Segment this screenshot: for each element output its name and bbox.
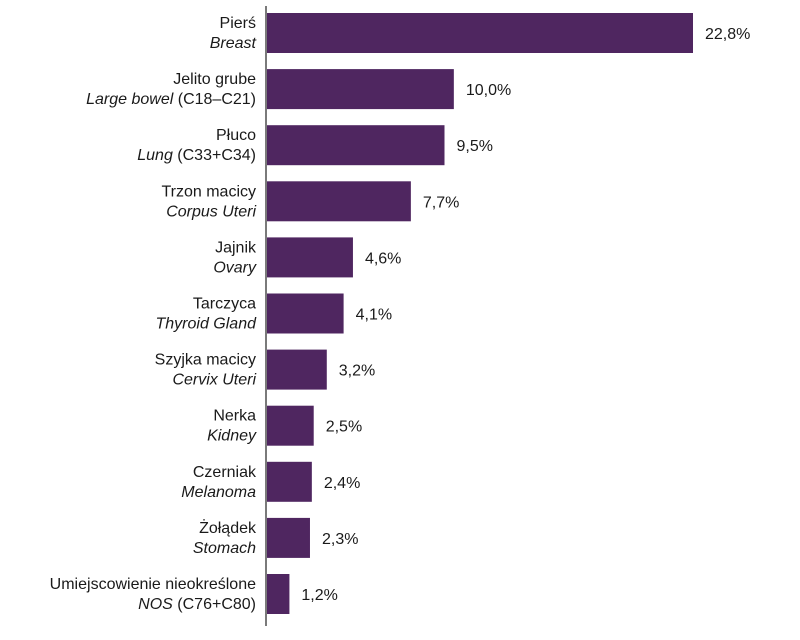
bar [267,13,693,53]
category-label-polish: Jajnik [215,239,257,256]
bar [267,181,411,222]
bar [267,461,312,502]
icd-code: (C18–C21) [173,91,256,108]
bar-value-label: 2,5% [326,419,362,436]
category-label-english: Kidney [207,428,257,445]
category-name-english: Lung [137,147,173,164]
category-name-english: Ovary [213,259,257,276]
bar [267,125,445,166]
category-label-english: Thyroid Gland [156,316,258,333]
bar-value-label: 22,8% [705,26,750,43]
category-label-english: Ovary [213,259,257,276]
category-name-english: Breast [210,35,257,52]
category-label-polish: Umiejscowienie nieokreślone [50,576,256,593]
category-label-polish: Szyjka macicy [155,352,256,369]
category-name-english: Kidney [207,428,257,445]
bar-value-label: 4,6% [365,250,401,267]
bar [267,293,344,334]
category-label-english: NOS (C76+C80) [138,596,256,613]
bar [267,517,310,558]
bar [267,405,314,446]
icd-code: (C76+C80) [173,596,256,613]
category-name-english: Melanoma [181,484,256,501]
category-label-english: Corpus Uteri [166,203,256,220]
bar-value-label: 2,4% [324,475,360,492]
bar [267,237,353,278]
category-name-english: Stomach [193,540,256,557]
bar [267,349,327,390]
bar-value-label: 7,7% [423,194,459,211]
bar [267,574,290,614]
category-label-polish: Pierś [220,15,256,32]
category-label-english: Melanoma [181,484,256,501]
bar [267,69,454,110]
category-name-english: Thyroid Gland [156,316,258,333]
category-name-english: Large bowel [86,91,174,108]
icd-code: (C33+C34) [173,147,256,164]
category-label-polish: Trzon macicy [161,183,256,200]
category-label-polish: Nerka [213,408,256,425]
category-label-polish: Żołądek [199,518,257,537]
bar-value-label: 10,0% [466,82,511,99]
category-label-english: Stomach [193,540,256,557]
category-label-polish: Płuco [216,127,256,144]
bar-value-label: 4,1% [356,307,392,324]
category-label-polish: Jelito grube [173,71,256,88]
category-label-polish: Czerniak [193,464,257,481]
bar-value-label: 9,5% [457,138,493,155]
category-name-english: NOS [138,596,173,613]
bar-value-label: 2,3% [322,531,358,548]
category-label-english: Large bowel (C18–C21) [86,91,256,108]
bar-value-label: 3,2% [339,363,375,380]
category-label-english: Cervix Uteri [172,372,256,389]
category-name-english: Corpus Uteri [166,203,256,220]
bars-group: 22,8% Pierś Breast 10,0% Jelito grube Large b… [50,13,750,614]
bar-value-label: 1,2% [301,587,337,604]
category-label-polish: Tarczyca [193,296,256,313]
category-label-english: Breast [210,35,257,52]
category-label-english: Lung (C33+C34) [137,147,256,164]
category-name-english: Cervix Uteri [172,372,256,389]
